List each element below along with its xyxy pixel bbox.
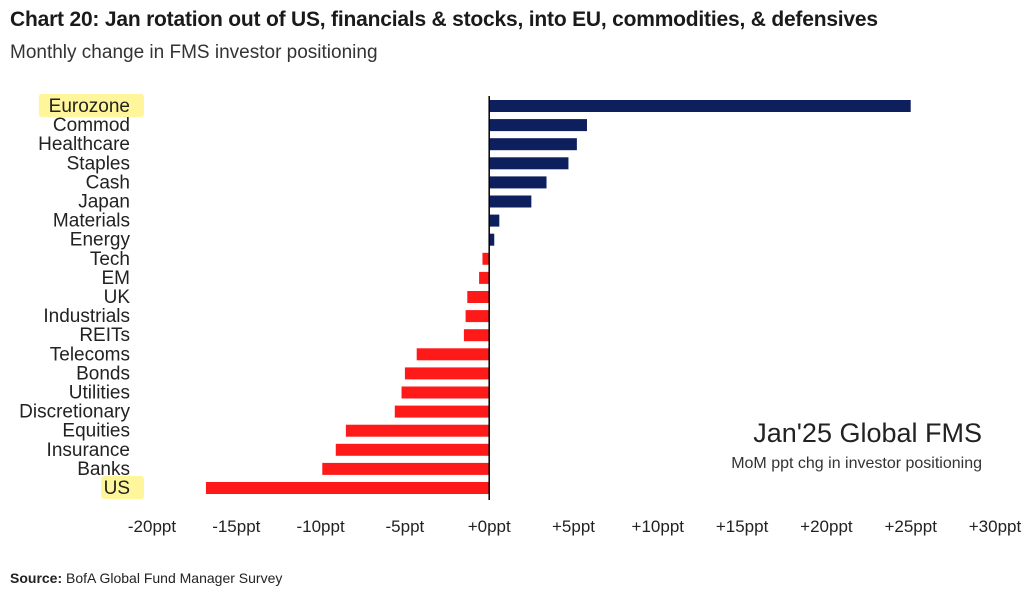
bar-telecoms (416, 348, 490, 361)
category-label-utilities: Utilities (69, 383, 130, 404)
category-labels: EurozoneCommodHealthcareStaplesCashJapan… (19, 96, 130, 499)
x-tick-label: -15ppt (212, 517, 260, 536)
category-label-em: EM (102, 268, 131, 289)
bar-reits (463, 329, 490, 342)
x-tick-label: +0ppt (468, 517, 511, 536)
bar-materials (489, 214, 500, 227)
x-tick-label: -20ppt (128, 517, 176, 536)
bar-equities (345, 424, 490, 437)
bar-staples (489, 157, 569, 170)
highlight-layer (38, 94, 144, 499)
bar-bonds (404, 367, 490, 380)
bar-uk (467, 291, 490, 303)
bar-cash (489, 176, 547, 189)
category-label-telecoms: Telecoms (50, 344, 130, 365)
x-tick-label: +10ppt (632, 517, 685, 536)
category-label-commod: Commod (53, 115, 130, 136)
category-label-energy: Energy (70, 230, 131, 251)
bar-em (479, 271, 490, 284)
source-note: Source: BofA Global Fund Manager Survey (10, 570, 282, 586)
bars-layer (205, 100, 911, 494)
category-label-discretionary: Discretionary (19, 402, 130, 423)
bar-banks (322, 462, 490, 475)
category-label-insurance: Insurance (47, 440, 130, 461)
x-tick-label: +20ppt (800, 517, 853, 536)
bar-eurozone (489, 100, 911, 112)
category-label-uk: UK (104, 287, 131, 308)
bar-industrials (465, 310, 490, 323)
annotation-subtitle: MoM ppt chg in investor positioning (731, 455, 982, 472)
bar-commod (489, 119, 587, 132)
category-label-healthcare: Healthcare (38, 134, 130, 155)
x-tick-label: +30ppt (969, 517, 1022, 536)
category-label-eurozone: Eurozone (49, 96, 130, 117)
label-highlight-eurozone (38, 94, 144, 117)
category-label-japan: Japan (78, 192, 130, 213)
source-text: BofA Global Fund Manager Survey (66, 570, 283, 586)
label-highlight-us (101, 476, 144, 499)
category-label-banks: Banks (77, 459, 130, 480)
x-tick-label: -5ppt (386, 517, 425, 536)
x-tick-label: -10ppt (296, 517, 344, 536)
bar-us (205, 482, 490, 494)
x-tick-label: +15ppt (716, 517, 769, 536)
chart-title: Chart 20: Jan rotation out of US, financ… (10, 8, 878, 31)
annotation-title: Jan'25 Global FMS (753, 418, 982, 448)
bar-energy (489, 233, 495, 246)
category-label-tech: Tech (90, 249, 130, 270)
category-label-us: US (104, 478, 130, 499)
bar-japan (489, 195, 532, 208)
category-label-materials: Materials (53, 211, 130, 232)
bar-utilities (401, 386, 490, 399)
bar-insurance (335, 443, 490, 456)
category-label-reits: REITs (79, 325, 130, 346)
chart-subtitle: Monthly change in FMS investor positioni… (10, 42, 378, 63)
category-label-cash: Cash (86, 172, 130, 193)
source-label: Source: (10, 570, 63, 586)
x-tick-labels: -20ppt -15ppt -10ppt -5ppt +0ppt +5ppt +10ppt +… (128, 517, 1022, 536)
bar-discretionary (394, 405, 490, 418)
x-tick-label: +25ppt (884, 517, 937, 536)
category-label-bonds: Bonds (76, 363, 130, 384)
bar-tech (482, 252, 490, 265)
category-label-equities: Equities (62, 421, 130, 442)
category-label-staples: Staples (67, 153, 130, 174)
category-label-industrials: Industrials (43, 306, 130, 327)
bar-healthcare (489, 138, 577, 151)
x-tick-label: +5ppt (552, 517, 595, 536)
